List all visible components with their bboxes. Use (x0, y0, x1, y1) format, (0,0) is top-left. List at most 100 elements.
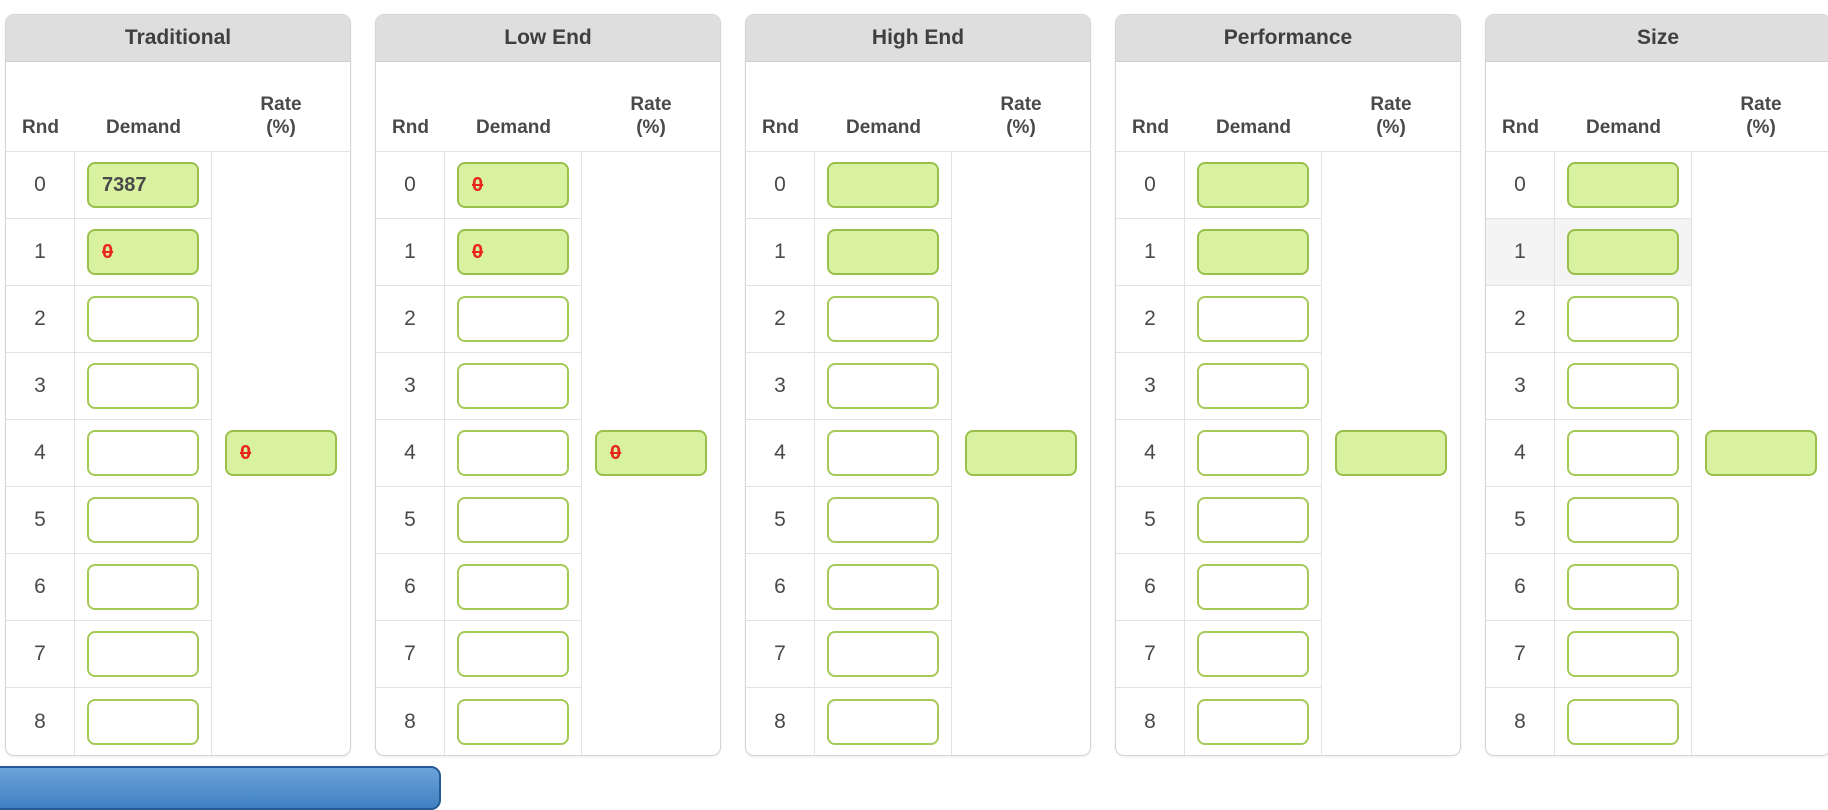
demand-cell (1555, 554, 1692, 621)
round-label: 1 (376, 219, 445, 286)
round-label: 0 (376, 152, 445, 219)
round-label: 4 (746, 420, 815, 487)
demand-input-round-0[interactable] (1197, 162, 1309, 208)
demand-input-round-2[interactable] (1197, 296, 1309, 342)
demand-input-round-8[interactable] (1567, 698, 1679, 745)
demand-input-round-7[interactable] (87, 631, 199, 677)
rate-input-round-4[interactable]: 0 (225, 430, 337, 476)
demand-cell (1185, 621, 1322, 688)
demand-input-round-0[interactable]: 7387 (87, 162, 199, 208)
demand-input-round-0[interactable] (1567, 162, 1679, 208)
demand-input-round-6[interactable] (827, 564, 939, 610)
demand-input-round-2[interactable] (827, 296, 939, 342)
product-panel-high-end: High End Rnd Demand Rate (%) 0 1 2 3 4 5 6 7 8 (745, 14, 1091, 756)
demand-input-round-7[interactable] (457, 631, 569, 677)
demand-input-round-1[interactable]: 0 (457, 229, 569, 275)
demand-cell (75, 286, 212, 353)
demand-input-round-4[interactable] (1567, 430, 1679, 476)
demand-cell (815, 487, 952, 554)
demand-cell (445, 487, 582, 554)
demand-input-round-5[interactable] (827, 497, 939, 543)
demand-cell (445, 621, 582, 688)
round-label: 4 (376, 420, 445, 487)
demand-input-round-6[interactable] (457, 564, 569, 610)
demand-input-round-3[interactable] (457, 363, 569, 409)
rate-input-round-4[interactable] (1705, 430, 1817, 476)
demand-input-round-8[interactable] (1197, 698, 1309, 745)
demand-input-round-2[interactable] (457, 296, 569, 342)
demand-input-round-3[interactable] (827, 363, 939, 409)
round-label: 3 (746, 353, 815, 420)
round-label: 0 (6, 152, 75, 219)
panels-row: Traditional Rnd Demand Rate (%) 0 0 7387 1 0 2 3 4 5 6… (5, 14, 1828, 756)
demand-input-round-7[interactable] (1197, 631, 1309, 677)
rate-column (1692, 152, 1828, 755)
rate-input-round-4[interactable] (1335, 430, 1447, 476)
demand-input-round-5[interactable] (1197, 497, 1309, 543)
demand-input-round-4[interactable] (87, 430, 199, 476)
demand-cell (1185, 487, 1322, 554)
round-label: 1 (1486, 219, 1555, 286)
round-label: 6 (376, 554, 445, 621)
rate-column: 0 (582, 152, 720, 755)
demand-input-round-0[interactable]: 0 (457, 162, 569, 208)
rate-column (952, 152, 1090, 755)
round-label: 7 (1116, 621, 1185, 688)
column-header-demand: Demand (1185, 62, 1322, 152)
rate-input-round-4[interactable] (965, 430, 1077, 476)
round-label: 7 (746, 621, 815, 688)
column-header-rnd: Rnd (1486, 62, 1555, 152)
demand-cell (445, 688, 582, 755)
demand-input-round-6[interactable] (87, 564, 199, 610)
round-label: 1 (6, 219, 75, 286)
demand-cell (815, 621, 952, 688)
demand-input-round-6[interactable] (1197, 564, 1309, 610)
demand-input-round-6[interactable] (1567, 564, 1679, 610)
demand-input-round-8[interactable] (87, 698, 199, 745)
demand-cell (815, 286, 952, 353)
demand-input-round-2[interactable] (1567, 296, 1679, 342)
demand-input-round-5[interactable] (1567, 497, 1679, 543)
round-label: 4 (1116, 420, 1185, 487)
demand-cell: 0 (445, 152, 582, 219)
demand-input-round-7[interactable] (1567, 631, 1679, 677)
demand-input-round-1[interactable]: 0 (87, 229, 199, 275)
demand-cell (75, 554, 212, 621)
rate-input-round-4[interactable]: 0 (595, 430, 707, 476)
demand-input-round-4[interactable] (1197, 430, 1309, 476)
demand-input-round-1[interactable] (1567, 229, 1679, 275)
round-label: 3 (1486, 353, 1555, 420)
demand-input-round-5[interactable] (457, 497, 569, 543)
demand-cell (1185, 219, 1322, 286)
column-header-demand: Demand (75, 62, 212, 152)
demand-cell (445, 420, 582, 487)
demand-input-round-1[interactable] (827, 229, 939, 275)
round-label: 2 (746, 286, 815, 353)
demand-input-round-0[interactable] (827, 162, 939, 208)
demand-input-round-3[interactable] (1567, 363, 1679, 409)
demand-cell (815, 554, 952, 621)
round-label: 1 (1116, 219, 1185, 286)
demand-input-round-5[interactable] (87, 497, 199, 543)
primary-button-partial[interactable] (0, 766, 441, 810)
demand-input-round-4[interactable] (827, 430, 939, 476)
demand-input-round-4[interactable] (457, 430, 569, 476)
demand-input-round-3[interactable] (1197, 363, 1309, 409)
demand-table: Rnd Demand Rate (%) 0 0 0 1 0 2 3 4 5 6 7 8 (376, 62, 720, 755)
round-label: 3 (376, 353, 445, 420)
product-panel-low-end: Low End Rnd Demand Rate (%) 0 0 0 1 0 2 3 4 5 6 7 8 (375, 14, 721, 756)
demand-input-round-7[interactable] (827, 631, 939, 677)
round-label: 2 (376, 286, 445, 353)
column-header-rnd: Rnd (6, 62, 75, 152)
demand-input-round-8[interactable] (457, 698, 569, 745)
demand-input-round-1[interactable] (1197, 229, 1309, 275)
demand-cell: 0 (75, 219, 212, 286)
demand-cell (1185, 688, 1322, 755)
demand-input-round-3[interactable] (87, 363, 199, 409)
demand-input-round-2[interactable] (87, 296, 199, 342)
column-header-rate: Rate (%) (582, 62, 720, 152)
demand-cell (1185, 353, 1322, 420)
demand-input-round-8[interactable] (827, 698, 939, 745)
demand-table: Rnd Demand Rate (%) 0 1 2 3 4 5 6 7 8 (746, 62, 1090, 755)
round-label: 6 (1116, 554, 1185, 621)
